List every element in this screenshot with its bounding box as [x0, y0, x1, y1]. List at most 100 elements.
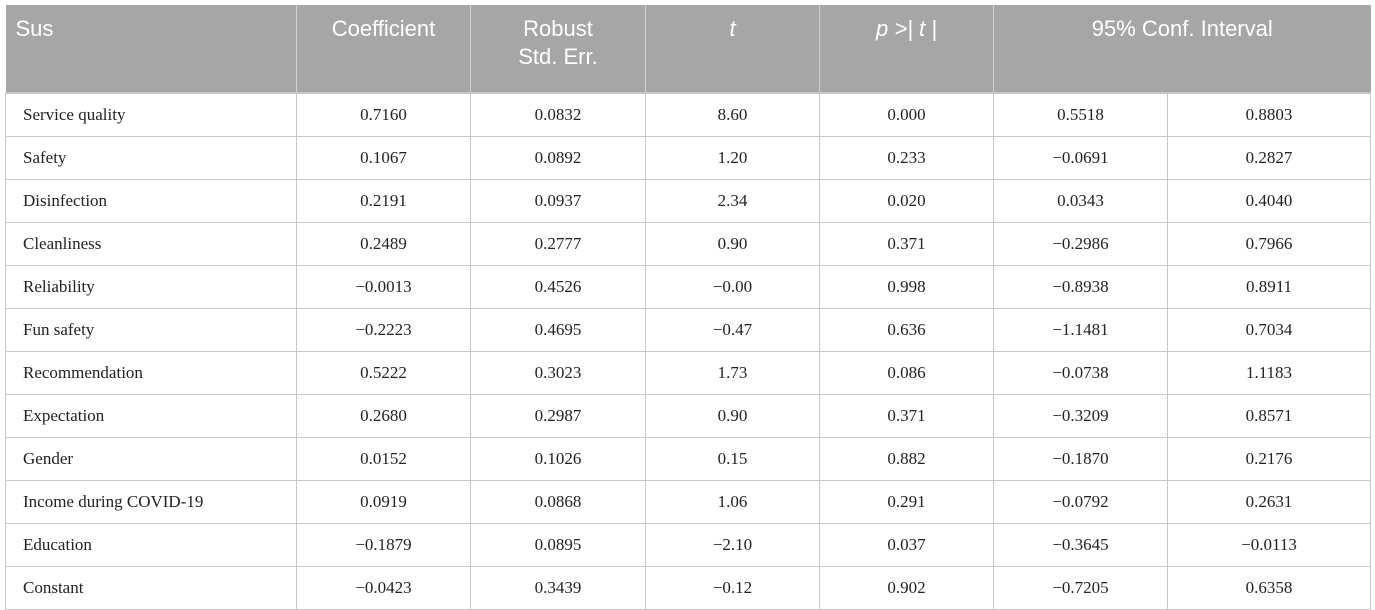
cell: −0.3209 [993, 394, 1168, 438]
cell: 0.371 [819, 222, 994, 266]
header-cell: t [645, 5, 820, 93]
row-label: Service quality [5, 92, 297, 137]
cell: 2.34 [645, 179, 820, 223]
cell: 0.4526 [470, 265, 646, 309]
cell: 0.1067 [296, 136, 471, 180]
cell: −0.2986 [993, 222, 1168, 266]
table-row: Service quality 0.7160 0.0832 8.60 0.000 0.55… [5, 92, 1372, 137]
cell: 0.8803 [1166, 92, 1372, 137]
cell: 0.0868 [470, 480, 646, 524]
cell: 0.2987 [470, 394, 646, 438]
cell: 0.2176 [1166, 437, 1372, 481]
row-label: Fun safety [5, 308, 297, 352]
table-body: Service quality 0.7160 0.0832 8.60 0.000 0.55… [5, 92, 1372, 610]
table-row: Fun safety −0.2223 0.4695 −0.47 0.636 −1.1481… [5, 308, 1372, 352]
cell: 0.020 [819, 179, 994, 223]
header-cell: Sus [5, 5, 297, 93]
cell: 0.998 [819, 265, 994, 309]
cell: −0.0113 [1166, 523, 1372, 567]
cell: −0.7205 [993, 566, 1168, 610]
cell: 0.037 [819, 523, 994, 567]
table-row: Constant −0.0423 0.3439 −0.12 0.902 −0.7205 0.… [5, 566, 1372, 610]
cell: 0.0343 [993, 179, 1168, 223]
cell: 0.0832 [470, 92, 646, 137]
cell: −0.0792 [993, 480, 1168, 524]
cell: 0.0919 [296, 480, 471, 524]
cell: 0.7966 [1166, 222, 1372, 266]
cell: 1.1183 [1166, 351, 1372, 395]
cell: 0.2631 [1166, 480, 1372, 524]
cell: −0.2223 [296, 308, 471, 352]
table-row: Income during COVID-19 0.0919 0.0868 1.06 0.… [5, 480, 1372, 524]
row-label: Constant [5, 566, 297, 610]
row-label: Expectation [5, 394, 297, 438]
cell: 0.7160 [296, 92, 471, 137]
regression-table: Sus Coefficient Robust Std. Err. t p >| t | 9… [5, 5, 1372, 610]
cell: −0.8938 [993, 265, 1168, 309]
cell: 0.8911 [1166, 265, 1372, 309]
cell: 0.5222 [296, 351, 471, 395]
cell: −2.10 [645, 523, 820, 567]
cell: −0.47 [645, 308, 820, 352]
cell: 0.1026 [470, 437, 646, 481]
cell: 0.000 [819, 92, 994, 137]
cell: 0.3439 [470, 566, 646, 610]
cell: 0.6358 [1166, 566, 1372, 610]
cell: 8.60 [645, 92, 820, 137]
table-row: Gender 0.0152 0.1026 0.15 0.882 −0.1870 0.2176 [5, 437, 1372, 481]
header-cell: Robust Std. Err. [470, 5, 646, 93]
cell: 0.291 [819, 480, 994, 524]
cell: 0.2489 [296, 222, 471, 266]
table-row: Disinfection 0.2191 0.0937 2.34 0.020 0.0343 0… [5, 179, 1372, 223]
header-row: Sus Coefficient Robust Std. Err. t p >| t | 9… [5, 5, 1371, 93]
cell: −0.00 [645, 265, 820, 309]
cell: −0.0691 [993, 136, 1168, 180]
row-label: Reliability [5, 265, 297, 309]
cell: 0.4695 [470, 308, 646, 352]
table-row: Expectation 0.2680 0.2987 0.90 0.371 −0.3209 0… [5, 394, 1372, 438]
cell: 1.06 [645, 480, 820, 524]
table-row: Safety 0.1067 0.0892 1.20 0.233 −0.0691 0.2827 [5, 136, 1372, 180]
table-row: Recommendation 0.5222 0.3023 1.73 0.086 −0.07… [5, 351, 1372, 395]
cell: 0.2827 [1166, 136, 1372, 180]
cell: 0.0892 [470, 136, 646, 180]
cell: 0.5518 [993, 92, 1168, 137]
header-cell: p >| t | [819, 5, 994, 93]
row-label: Income during COVID-19 [5, 480, 297, 524]
cell: −0.3645 [993, 523, 1168, 567]
cell: 1.20 [645, 136, 820, 180]
cell: 0.2777 [470, 222, 646, 266]
cell: −0.0423 [296, 566, 471, 610]
cell: 0.0895 [470, 523, 646, 567]
row-label: Cleanliness [5, 222, 297, 266]
cell: 0.882 [819, 437, 994, 481]
cell: 0.7034 [1166, 308, 1372, 352]
cell: 0.2191 [296, 179, 471, 223]
cell: 0.4040 [1166, 179, 1372, 223]
cell: 0.90 [645, 394, 820, 438]
cell: 0.2680 [296, 394, 471, 438]
cell: −0.1870 [993, 437, 1168, 481]
table-row: Education −0.1879 0.0895 −2.10 0.037 −0.3645−… [5, 523, 1372, 567]
cell: 0.8571 [1166, 394, 1372, 438]
header-cell: 95% Conf. Interval [992, 5, 1371, 93]
row-label: Education [5, 523, 297, 567]
cell: −0.12 [645, 566, 820, 610]
cell: 0.636 [819, 308, 994, 352]
row-label: Disinfection [5, 179, 297, 223]
cell: −0.0013 [296, 265, 471, 309]
header-cell: Coefficient [296, 5, 471, 93]
table-row: Cleanliness 0.2489 0.2777 0.90 0.371 −0.2986 0… [5, 222, 1372, 266]
cell: 0.371 [819, 394, 994, 438]
cell: 0.902 [819, 566, 994, 610]
row-label: Gender [5, 437, 297, 481]
cell: −0.1879 [296, 523, 471, 567]
cell: −0.0738 [993, 351, 1168, 395]
cell: 0.3023 [470, 351, 646, 395]
cell: 1.73 [645, 351, 820, 395]
cell: 0.0152 [296, 437, 471, 481]
row-label: Recommendation [5, 351, 297, 395]
cell: 0.233 [819, 136, 994, 180]
cell: 0.15 [645, 437, 820, 481]
